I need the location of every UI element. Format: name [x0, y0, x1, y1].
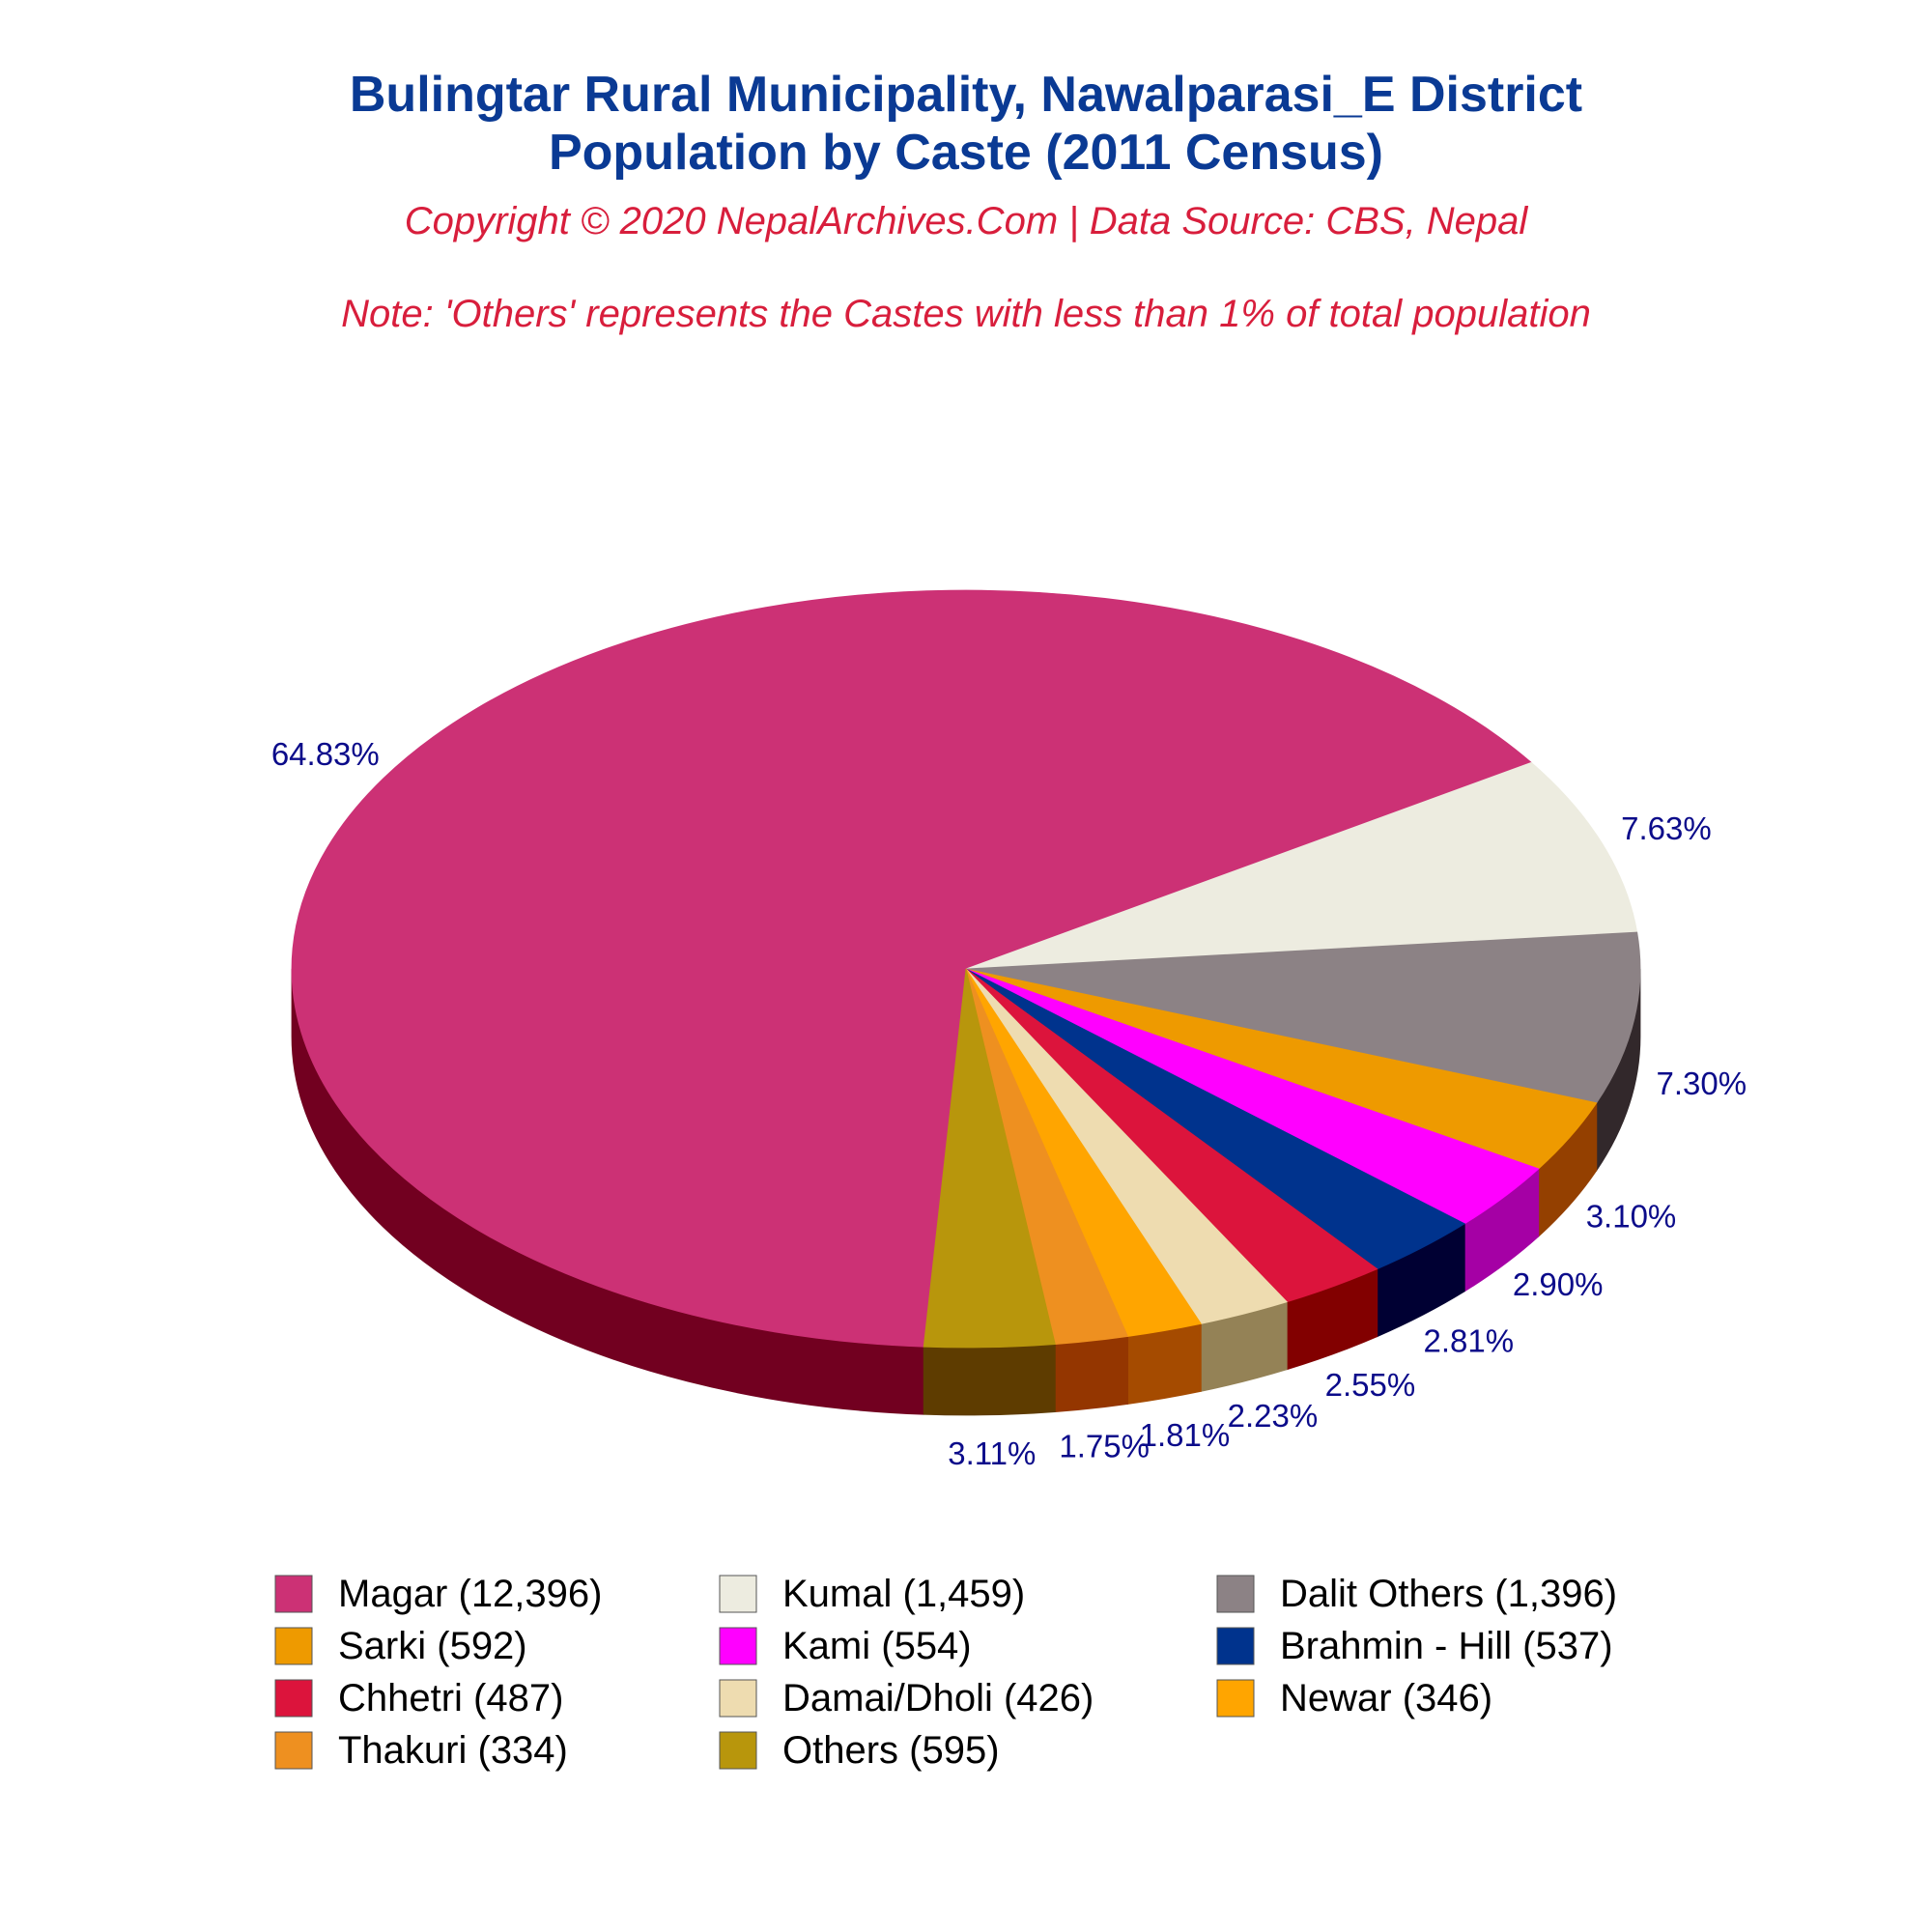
legend-swatch [719, 1575, 757, 1613]
legend-item: Thakuri (334) [274, 1729, 568, 1772]
legend-swatch [274, 1575, 313, 1613]
legend-item: Brahmin - Hill (537) [1216, 1625, 1613, 1667]
pie-side-thakuri [1054, 1336, 1128, 1412]
percent-label: 64.83% [271, 736, 380, 772]
pie-slice-others [923, 968, 1056, 1349]
legend-label: Damai/Dholi (426) [782, 1677, 1094, 1719]
percent-label: 1.81% [1140, 1417, 1231, 1453]
percent-label: 3.10% [1586, 1198, 1677, 1234]
chart-subtitle: Population by Caste (2011 Census) [549, 125, 1383, 181]
legend-label: Brahmin - Hill (537) [1280, 1625, 1613, 1667]
legend-swatch [1216, 1627, 1255, 1665]
legend-label: Dalit Others (1,396) [1280, 1573, 1617, 1615]
legend: Magar (12,396) Kumal (1,459) Dalit Others … [274, 1573, 1617, 1772]
pie-slice-dalit-others [965, 931, 1641, 1104]
legend-item: Damai/Dholi (426) [719, 1677, 1094, 1719]
pie-side-walls [291, 968, 1641, 1416]
legend-item: Kami (554) [719, 1625, 972, 1667]
legend-label: Magar (12,396) [338, 1573, 602, 1615]
percent-label: 2.90% [1513, 1266, 1604, 1302]
percent-label: 1.75% [1059, 1429, 1150, 1464]
legend-label: Sarki (592) [338, 1625, 527, 1667]
legend-label: Kami (554) [782, 1625, 972, 1667]
note-text: Note: 'Others' represents the Castes wit… [341, 293, 1591, 335]
pie-side-others [923, 1344, 1056, 1416]
legend-item: Others (595) [719, 1729, 1000, 1772]
legend-swatch [274, 1627, 313, 1665]
legend-swatch [719, 1679, 757, 1718]
legend-item: Dalit Others (1,396) [1216, 1573, 1617, 1615]
chart-title: Bulingtar Rural Municipality, Nawalparas… [350, 67, 1582, 123]
legend-swatch [719, 1731, 757, 1770]
copyright-text: Copyright © 2020 NepalArchives.Com | Dat… [405, 200, 1529, 242]
percent-label: 2.81% [1424, 1323, 1515, 1359]
legend-swatch [274, 1731, 313, 1770]
legend-item: Newar (346) [1216, 1677, 1492, 1719]
percent-label: 7.63% [1621, 810, 1712, 846]
percent-label: 2.23% [1228, 1398, 1319, 1434]
legend-swatch [719, 1627, 757, 1665]
legend-label: Others (595) [782, 1729, 1000, 1772]
legend-item: Chhetri (487) [274, 1677, 563, 1719]
legend-item: Magar (12,396) [274, 1573, 602, 1615]
legend-label: Newar (346) [1280, 1677, 1492, 1719]
legend-label: Thakuri (334) [338, 1729, 568, 1772]
percent-label: 2.55% [1325, 1367, 1416, 1403]
pie-slices [291, 589, 1641, 1349]
legend-label: Kumal (1,459) [782, 1573, 1025, 1615]
pie-slice-kumal [965, 761, 1638, 970]
legend-swatch [1216, 1679, 1255, 1718]
legend-item: Sarki (592) [274, 1625, 527, 1667]
percent-label: 3.11% [948, 1435, 1036, 1471]
percent-labels: 64.83% 7.63% 7.30% 3.10% 2.90% 2.81%2.55%2.23… [271, 736, 1747, 1471]
pie-slice-magar [291, 589, 1532, 1348]
legend-swatch [1216, 1575, 1255, 1613]
legend-swatch [274, 1679, 313, 1718]
legend-label: Chhetri (487) [338, 1677, 563, 1719]
percent-label: 7.30% [1657, 1065, 1747, 1101]
pie-side-newar [1127, 1322, 1202, 1405]
legend-item: Kumal (1,459) [719, 1573, 1025, 1615]
